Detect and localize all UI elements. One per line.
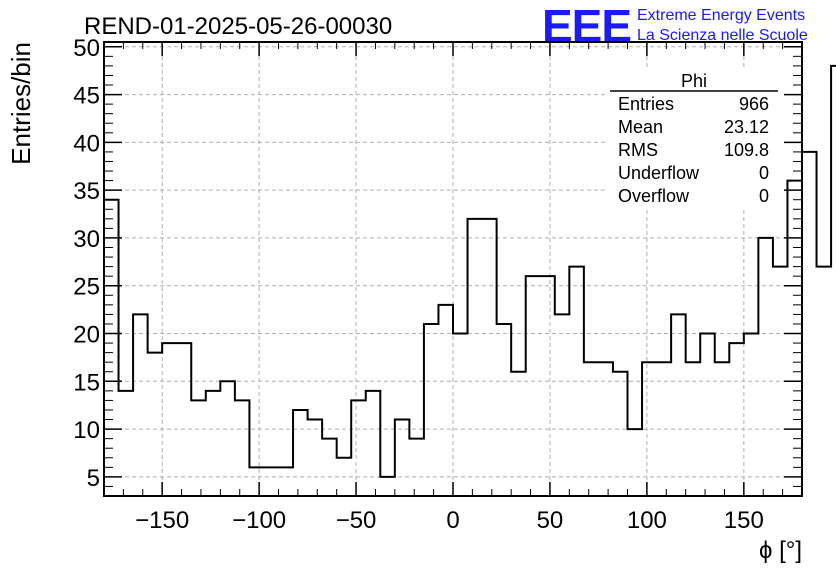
histogram-bin [104,200,119,496]
stats-overflow-label: Overflow [618,186,690,206]
x-tick-label: 50 [537,507,564,534]
axes: −150 −100 −50 0 50 100 150 5 10 15 20 25 30 35 40 45 50 [73,35,803,534]
stats-mean-value: 23.12 [724,117,769,137]
histogram-bin [671,314,686,496]
histogram-bin [148,353,163,496]
histogram-bin [468,219,483,496]
histogram-bin [220,381,235,496]
histogram-bin [133,314,148,496]
histogram-bin [206,391,221,496]
stats-rms-label: RMS [618,140,658,160]
histogram-bin [715,362,730,496]
histogram-bin [555,314,570,496]
histogram-bin [758,238,773,496]
histogram-bin [235,400,250,496]
y-tick-label: 30 [73,226,100,253]
histogram-bin [162,343,177,496]
histogram-bin [424,324,439,496]
histogram-bin [177,343,192,496]
histogram-bin [511,372,526,496]
x-tick-label: −50 [336,507,377,534]
histogram-bin [831,66,836,496]
histogram-bin [540,276,555,496]
histogram-bin [322,439,337,496]
y-tick-label: 20 [73,322,100,349]
stats-mean-label: Mean [618,117,663,137]
histogram-series [103,64,836,496]
histogram-bin [817,267,832,496]
y-tick-label: 10 [73,417,100,444]
histogram-bin [366,391,381,496]
run-title: REND-01-2025-05-26-00030 [84,13,392,40]
histogram-bin [802,152,817,496]
histogram-outline [103,64,836,496]
stats-underflow-label: Underflow [618,163,700,183]
histogram-bin [438,305,453,496]
histogram-bin [686,362,701,496]
histogram-bin [191,400,206,496]
y-axis-title: Entries/bin [6,42,36,165]
stats-entries-label: Entries [618,94,674,114]
histogram-bin [337,458,352,496]
histogram-bin [249,467,264,496]
histogram-bin [584,362,599,496]
x-axis-title: ϕ [°] [759,537,802,564]
histogram-bin [482,219,497,496]
histogram-bin [700,334,715,496]
histogram-bin [628,429,643,496]
histogram-bin [657,362,672,496]
histogram-bin [351,400,366,496]
x-tick-label: 100 [627,507,667,534]
y-tick-label: 35 [73,178,100,205]
y-tick-label: 40 [73,130,100,157]
histogram-bin [598,362,613,496]
histogram-bin [308,420,323,496]
y-tick-label: 45 [73,83,100,110]
histogram-bin [380,477,395,496]
y-tick-label: 25 [73,274,100,301]
logo-line-1: Extreme Energy Events [637,7,805,24]
histogram-bin [497,324,512,496]
y-tick-label: 15 [73,369,100,396]
x-tick-label: 0 [446,507,459,534]
histogram-bin [279,467,294,496]
eee-logo: EEE [542,0,631,52]
histogram-bin [119,391,134,496]
histogram-bin [453,334,468,496]
histogram-bin [293,410,308,496]
histogram-bin [613,372,628,496]
stats-box: Phi Entries 966 Mean 23.12 RMS 109.8 Und… [606,68,784,208]
stats-title: Phi [681,71,707,91]
histogram-bin [409,439,424,496]
histogram-bin [526,276,541,496]
histogram-bin [569,267,584,496]
stats-entries-value: 966 [739,94,769,114]
stats-overflow-value: 0 [759,186,769,206]
histogram-bin [395,420,410,496]
histogram-bin [264,467,279,496]
y-tick-label: 5 [87,465,100,492]
stats-rms-value: 109.8 [724,140,769,160]
histogram-bin [744,334,759,496]
stats-underflow-value: 0 [759,163,769,183]
logo-line-2: La Scienza nelle Scuole [637,27,808,44]
x-tick-label: 150 [724,507,764,534]
y-tick-label: 50 [73,35,100,62]
histogram-bin [729,343,744,496]
x-tick-label: −100 [232,507,286,534]
x-tick-label: −150 [135,507,189,534]
histogram-bin [642,362,657,496]
